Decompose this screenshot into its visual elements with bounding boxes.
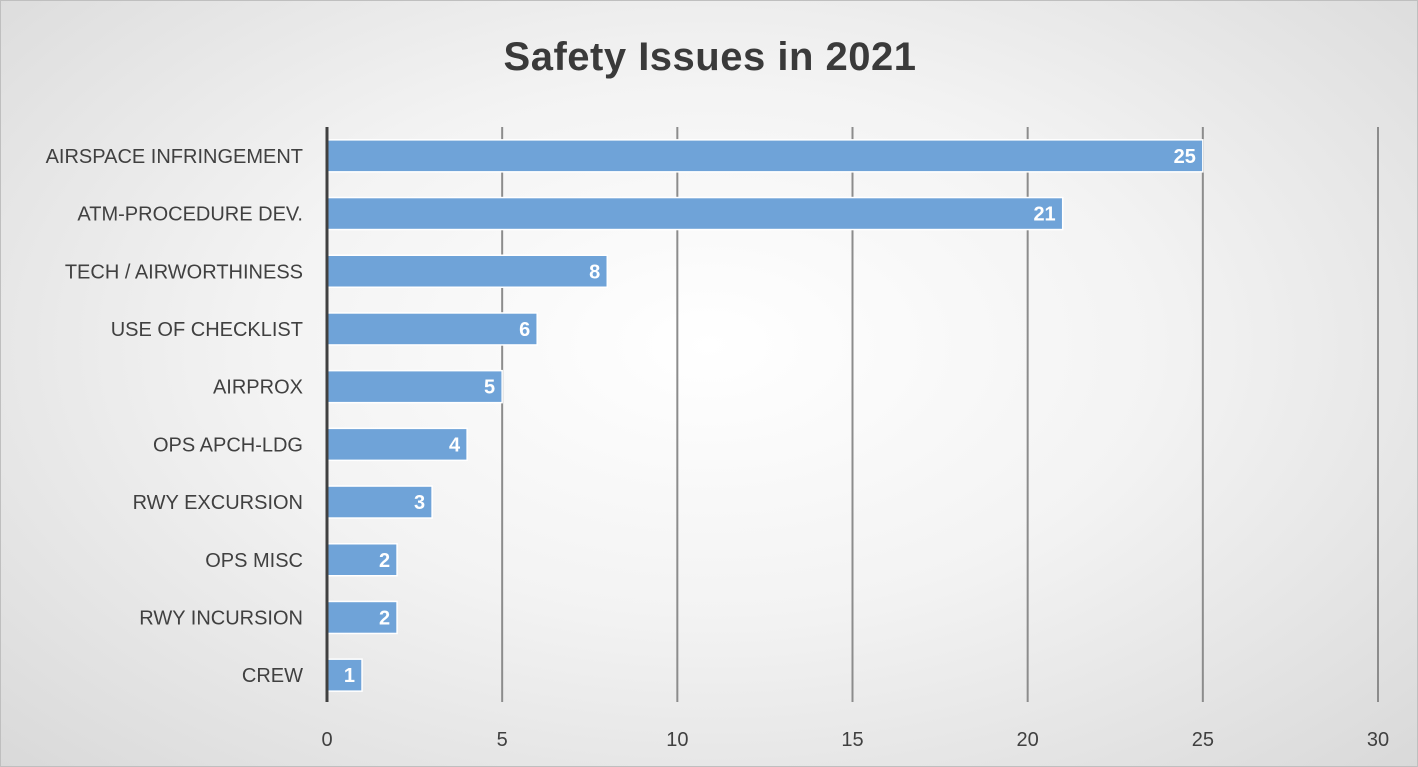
data-label: 8 <box>589 261 600 283</box>
data-label: 25 <box>1174 146 1196 168</box>
x-tick-label: 10 <box>666 729 688 751</box>
x-tick-label: 15 <box>841 729 863 751</box>
data-label: 6 <box>519 319 530 341</box>
bars <box>326 139 1204 692</box>
data-label: 2 <box>379 550 390 572</box>
data-label: 5 <box>484 377 495 399</box>
x-tick-label: 25 <box>1192 729 1214 751</box>
category-label: USE OF CHECKLIST <box>111 319 303 341</box>
bar <box>326 196 1064 231</box>
category-label: RWY EXCURSION <box>133 492 303 514</box>
x-tick-label: 30 <box>1367 729 1389 751</box>
category-label: AIRSPACE INFRINGEMENT <box>46 146 303 168</box>
category-label: RWY INCURSION <box>139 607 303 629</box>
category-label: ATM-PROCEDURE DEV. <box>77 204 303 226</box>
bar <box>326 485 433 519</box>
bar <box>326 600 398 635</box>
bar <box>326 139 1204 173</box>
x-tick-label: 0 <box>321 729 332 751</box>
bar <box>326 369 503 404</box>
x-tick-label: 5 <box>497 729 508 751</box>
category-label: OPS APCH-LDG <box>153 434 303 456</box>
data-label: 3 <box>414 492 425 514</box>
category-label: AIRPROX <box>213 377 303 399</box>
category-label: TECH / AIRWORTHINESS <box>65 261 303 283</box>
chart-title: Safety Issues in 2021 <box>503 35 917 79</box>
data-label: 1 <box>344 665 355 687</box>
category-label: CREW <box>242 665 303 687</box>
bar <box>326 312 538 346</box>
bar <box>326 254 609 288</box>
category-label: OPS MISC <box>205 550 303 572</box>
x-tick-label: 20 <box>1017 729 1039 751</box>
data-label: 4 <box>449 434 461 456</box>
data-label: 2 <box>379 607 390 629</box>
data-label: 21 <box>1033 204 1055 226</box>
bar <box>326 427 468 462</box>
